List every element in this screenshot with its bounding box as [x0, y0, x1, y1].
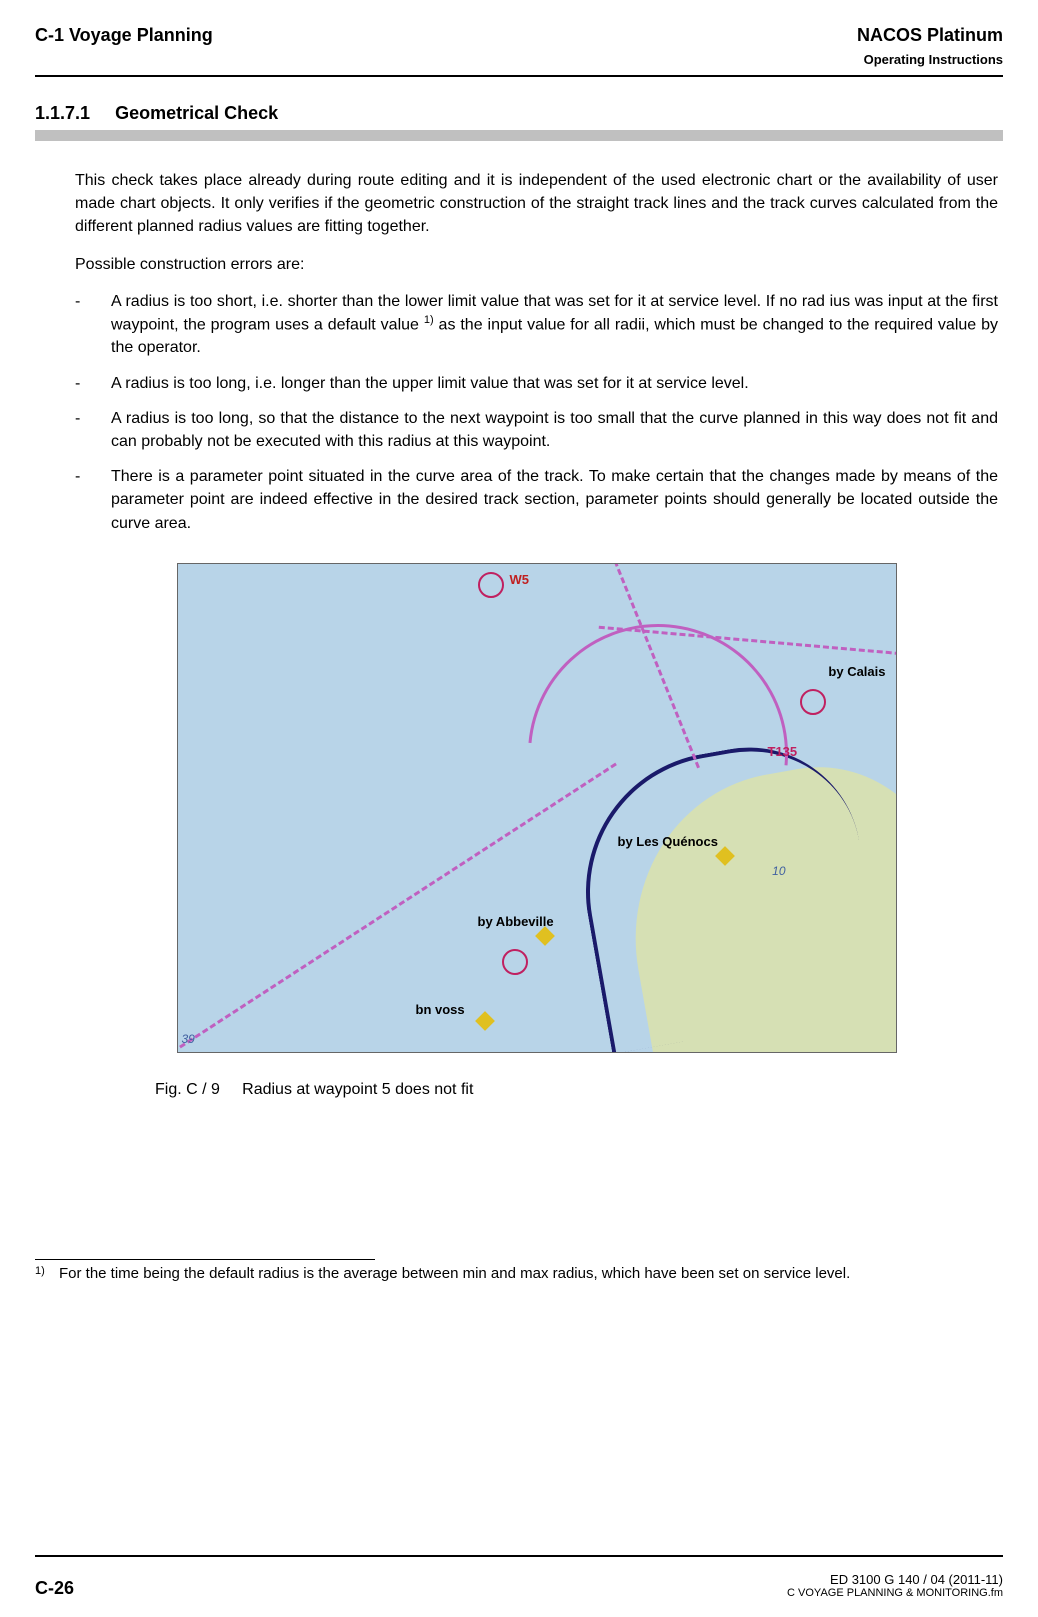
nautical-chart-figure: W5 T135 by Calais by Les Quénocs by Abbe… [177, 563, 897, 1053]
source-file: C VOYAGE PLANNING & MONITORING.fm [787, 1587, 1003, 1599]
footnote-marker: 1) [35, 1264, 59, 1284]
figure-caption: Fig. C / 9 Radius at waypoint 5 does not… [155, 1081, 998, 1099]
footnote-ref: 1) [424, 314, 434, 326]
bullet: - [75, 372, 111, 395]
page-header: C-1 Voyage Planning NACOS Platinum Opera… [35, 25, 1003, 67]
waypoint-marker [478, 572, 504, 598]
figure-number: Fig. C / 9 [155, 1081, 220, 1098]
buoy-icon [535, 926, 555, 946]
errors-lead: Possible construction errors are: [75, 253, 998, 276]
bullet: - [75, 290, 111, 360]
list-item: - There is a parameter point situated in… [75, 465, 998, 535]
place-label: by Les Quénocs [618, 834, 718, 849]
footnote-text: For the time being the default radius is… [59, 1264, 1003, 1284]
document-id: ED 3100 G 140 / 04 (2011-11) [787, 1572, 1003, 1587]
header-product: NACOS Platinum [857, 25, 1003, 46]
place-label: by Abbeville [478, 914, 554, 929]
depth-value: 39 [182, 1032, 195, 1046]
bullet: - [75, 465, 111, 535]
page-number: C-26 [35, 1578, 74, 1599]
warning-circle [800, 689, 826, 715]
section-heading: 1.1.7.1 Geometrical Check [35, 103, 1003, 124]
buoy-icon [475, 1011, 495, 1031]
bullet: - [75, 407, 111, 453]
footer-right: ED 3100 G 140 / 04 (2011-11) C VOYAGE PL… [787, 1572, 1003, 1599]
warning-circle [502, 949, 528, 975]
intro-paragraph: This check takes place already during ro… [75, 169, 998, 239]
list-item: - A radius is too long, i.e. longer than… [75, 372, 998, 395]
footnote-separator [35, 1259, 375, 1260]
header-right: NACOS Platinum Operating Instructions [857, 25, 1003, 67]
footer-rule [35, 1555, 1003, 1557]
list-text: A radius is too long, so that the distan… [111, 407, 998, 453]
list-text: A radius is too short, i.e. shorter than… [111, 290, 998, 360]
depth-value: 10 [772, 864, 785, 878]
waypoint-label: W5 [510, 572, 530, 587]
figure-caption-text: Radius at waypoint 5 does not fit [242, 1081, 473, 1098]
figure-container: W5 T135 by Calais by Les Quénocs by Abbe… [75, 563, 998, 1053]
track-label: T135 [768, 744, 798, 759]
section-title-text: Geometrical Check [115, 103, 278, 123]
section-underline [35, 130, 1003, 141]
place-label: by Calais [828, 664, 885, 679]
content-area: This check takes place already during ro… [35, 169, 1003, 1099]
section-number: 1.1.7.1 [35, 103, 90, 123]
error-list: - A radius is too short, i.e. shorter th… [75, 290, 998, 535]
header-subtitle: Operating Instructions [857, 52, 1003, 67]
list-text: A radius is too long, i.e. longer than t… [111, 372, 998, 395]
place-label: bn voss [416, 1002, 465, 1017]
page-footer: C-26 ED 3100 G 140 / 04 (2011-11) C VOYA… [35, 1572, 1003, 1599]
header-left: C-1 Voyage Planning [35, 25, 213, 46]
footnote: 1) For the time being the default radius… [35, 1264, 1003, 1284]
list-item: - A radius is too long, so that the dist… [75, 407, 998, 453]
list-text: There is a parameter point situated in t… [111, 465, 998, 535]
header-rule [35, 75, 1003, 77]
list-item: - A radius is too short, i.e. shorter th… [75, 290, 998, 360]
